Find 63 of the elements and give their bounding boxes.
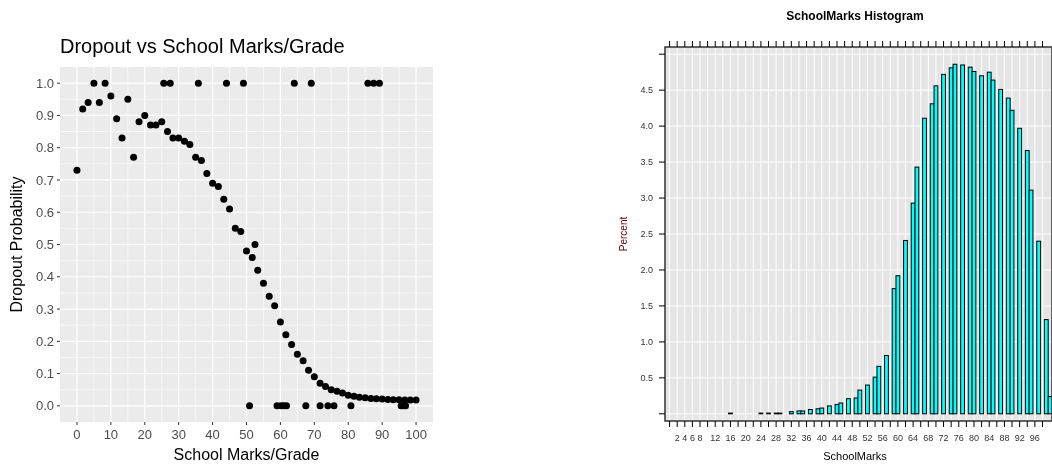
- x-tick-label: 40: [205, 427, 220, 442]
- x-tick-label: 84: [984, 433, 995, 443]
- x-tick-label: 16: [725, 433, 736, 443]
- x-tick-label: 20: [137, 427, 153, 442]
- x-axis-title: SchoolMarks: [823, 450, 888, 462]
- x-tick-label: 60: [892, 433, 903, 443]
- y-tick-label: 0.9: [35, 107, 54, 123]
- y-tick-label: 0.5: [35, 237, 54, 253]
- x-tick-label: 80: [340, 427, 356, 442]
- y-tick-label: 1.0: [640, 337, 653, 348]
- y-tick-label: 0.5: [640, 373, 653, 383]
- y-tick-label: 0.3: [35, 301, 54, 317]
- x-tick-label: 0: [73, 427, 81, 442]
- x-tick-label: 100: [405, 427, 427, 442]
- x-tick-label: 68: [923, 433, 934, 443]
- chart-title: SchoolMarks Histogram: [786, 9, 924, 23]
- x-tick-label: 40: [816, 433, 827, 443]
- y-tick-label: 4.5: [640, 85, 653, 96]
- y-tick-label: 2.5: [640, 229, 653, 240]
- x-tick-label: 10: [103, 427, 119, 442]
- x-tick-label: 20: [740, 433, 751, 443]
- x-tick-label: 72: [938, 433, 949, 443]
- x-tick-label: 24: [755, 433, 766, 443]
- y-tick-label: 0.0: [35, 398, 54, 414]
- x-tick-label: 88: [999, 433, 1010, 443]
- y-tick-label: 2.0: [640, 265, 653, 276]
- y-axis-title: Dropout Probability: [8, 176, 25, 313]
- x-tick-label: 60: [273, 427, 288, 442]
- x-tick-label: 28: [771, 433, 782, 443]
- y-tick-label: 0.8: [35, 140, 54, 156]
- x-tick-label: 36: [801, 433, 812, 443]
- y-tick-label: 0.7: [35, 172, 54, 188]
- y-tick-label: 1.5: [640, 301, 653, 312]
- x-tick-label: 64: [908, 433, 919, 443]
- x-tick-label: 6: [689, 433, 695, 443]
- x-tick-label: 50: [239, 427, 254, 442]
- x-tick-label: 44: [831, 433, 843, 443]
- y-axis-title: Percent: [618, 216, 629, 252]
- x-tick-label: 48: [847, 433, 858, 443]
- x-tick-label: 80: [968, 433, 979, 443]
- x-tick-label: 4: [682, 433, 688, 443]
- y-tick-label: 0.1: [35, 366, 54, 382]
- y-tick-label: 0.6: [35, 204, 54, 220]
- x-tick-label: 12: [710, 433, 721, 443]
- y-tick-label: 0.2: [35, 333, 54, 349]
- x-tick-label: 2: [674, 433, 680, 443]
- x-tick-label: 32: [786, 433, 797, 443]
- y-tick-label: 4.0: [640, 121, 653, 132]
- x-tick-label: 8: [697, 433, 703, 443]
- x-tick-label: 96: [1029, 433, 1040, 443]
- y-tick-label: 3.5: [640, 157, 653, 168]
- chart-title: Dropout vs School Marks/Grade: [60, 35, 345, 57]
- y-tick-label: 3.0: [640, 193, 653, 204]
- x-axis-title: School Marks/Grade: [173, 446, 320, 463]
- y-tick-label: 0.4: [35, 269, 54, 285]
- x-tick-label: 52: [862, 433, 873, 443]
- x-tick-label: 76: [953, 433, 964, 443]
- y-tick-label: 1.0: [35, 75, 54, 91]
- x-tick-label: 56: [877, 433, 888, 443]
- x-tick-label: 90: [374, 427, 390, 442]
- x-tick-label: 30: [171, 427, 186, 442]
- x-tick-label: 70: [307, 427, 322, 442]
- x-tick-label: 92: [1014, 433, 1025, 443]
